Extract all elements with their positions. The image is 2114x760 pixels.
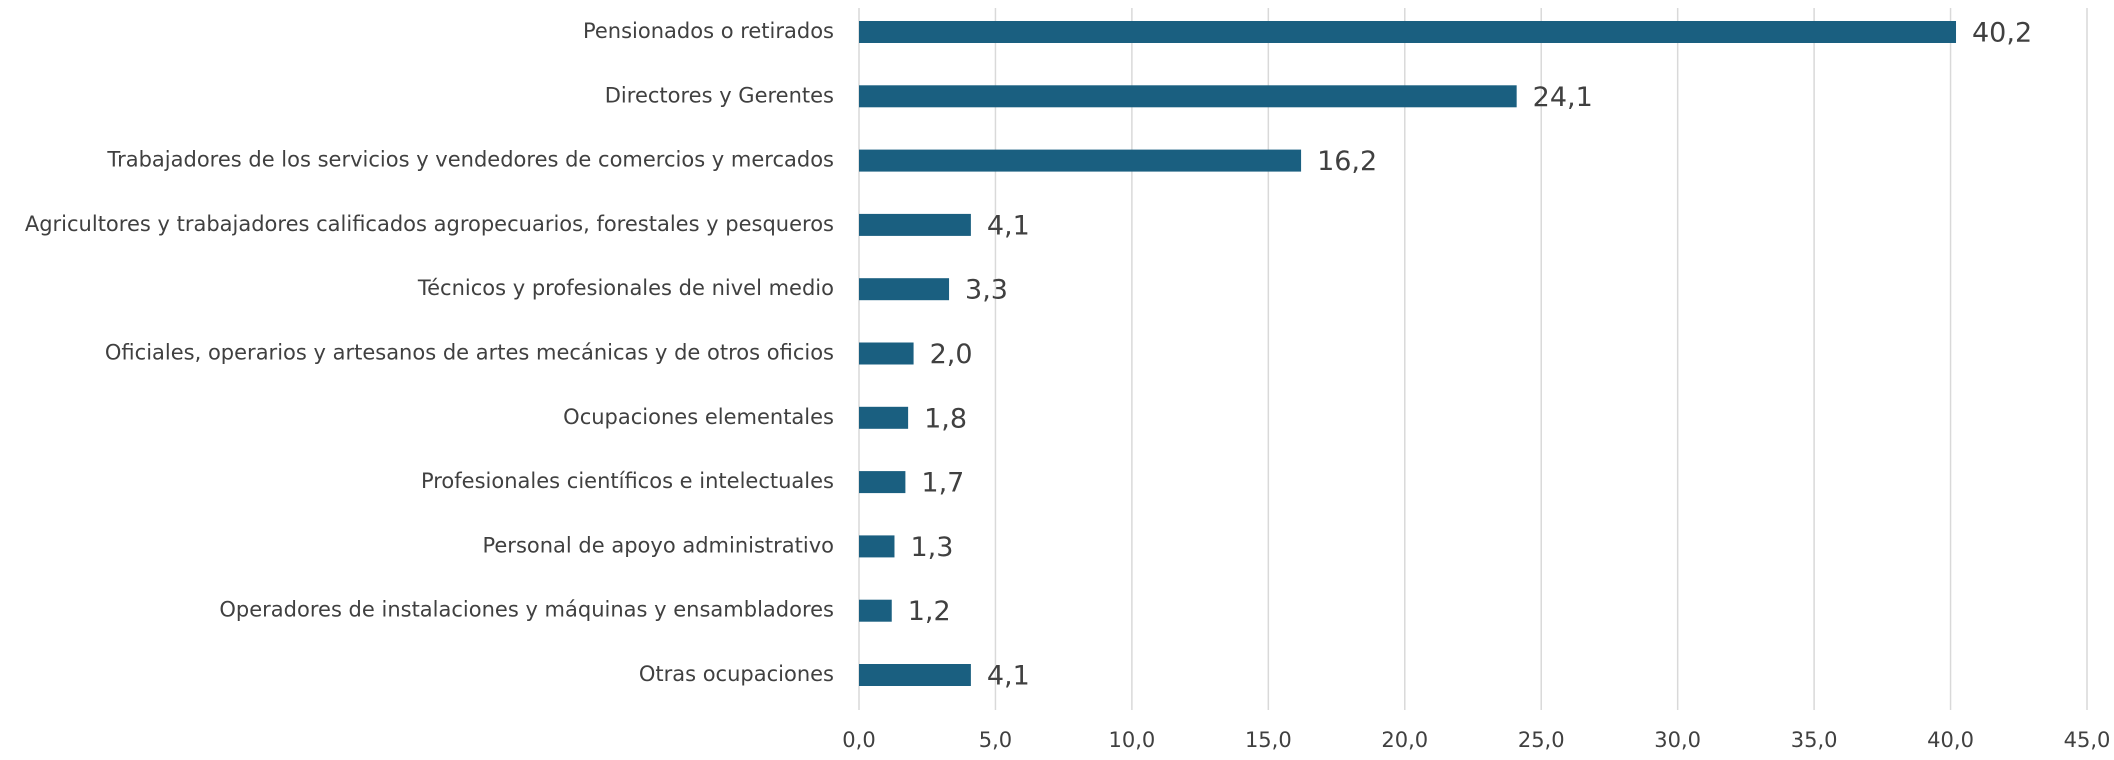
y-tick-label: Operadores de instalaciones y máquinas y… xyxy=(219,598,834,622)
bar xyxy=(859,406,909,429)
x-tick-label: 0,0 xyxy=(842,728,875,752)
y-tick-label: Pensionados o retirados xyxy=(583,19,834,43)
x-tick-label: 10,0 xyxy=(1109,728,1156,752)
y-tick-label: Personal de apoyo administrativo xyxy=(482,533,834,557)
value-label: 1,8 xyxy=(924,403,967,434)
y-tick-label: Trabajadores de los servicios y vendedor… xyxy=(106,148,834,172)
x-tick-label: 45,0 xyxy=(2064,728,2111,752)
value-label: 24,1 xyxy=(1533,82,1593,113)
value-label: 2,0 xyxy=(930,339,973,370)
bar xyxy=(859,599,892,622)
bar xyxy=(859,535,895,558)
value-label: 1,7 xyxy=(921,468,964,499)
x-tick-label: 40,0 xyxy=(1927,728,1974,752)
y-tick-label: Otras ocupaciones xyxy=(639,662,834,686)
value-label: 4,1 xyxy=(987,661,1030,692)
x-tick-label: 20,0 xyxy=(1381,728,1428,752)
bar xyxy=(859,278,950,301)
value-label: 16,2 xyxy=(1317,146,1377,177)
x-tick-label: 5,0 xyxy=(979,728,1012,752)
bar xyxy=(859,664,971,686)
y-tick-label: Ocupaciones elementales xyxy=(563,405,834,429)
y-tick-label: Técnicos y profesionales de nivel medio xyxy=(417,276,834,300)
y-tick-label: Oficiales, operarios y artesanos de arte… xyxy=(105,341,834,365)
x-tick-label: 25,0 xyxy=(1518,728,1565,752)
bar xyxy=(859,213,971,236)
value-label: 40,2 xyxy=(1972,18,2032,49)
bar xyxy=(859,85,1517,108)
y-tick-label: Directores y Gerentes xyxy=(605,83,834,107)
x-tick-label: 30,0 xyxy=(1654,728,1701,752)
bar xyxy=(859,342,914,365)
x-tick-label: 35,0 xyxy=(1791,728,1838,752)
y-tick-label: Profesionales científicos e intelectuale… xyxy=(421,469,834,493)
bar xyxy=(859,21,1957,43)
value-label: 1,2 xyxy=(908,596,951,627)
value-label: 1,3 xyxy=(910,532,953,563)
y-tick-label: Agricultores y trabajadores calificados … xyxy=(25,212,834,236)
bar xyxy=(859,471,906,494)
x-tick-label: 15,0 xyxy=(1245,728,1292,752)
bar xyxy=(859,149,1302,172)
value-label: 3,3 xyxy=(965,275,1008,306)
value-label: 4,1 xyxy=(987,210,1030,241)
